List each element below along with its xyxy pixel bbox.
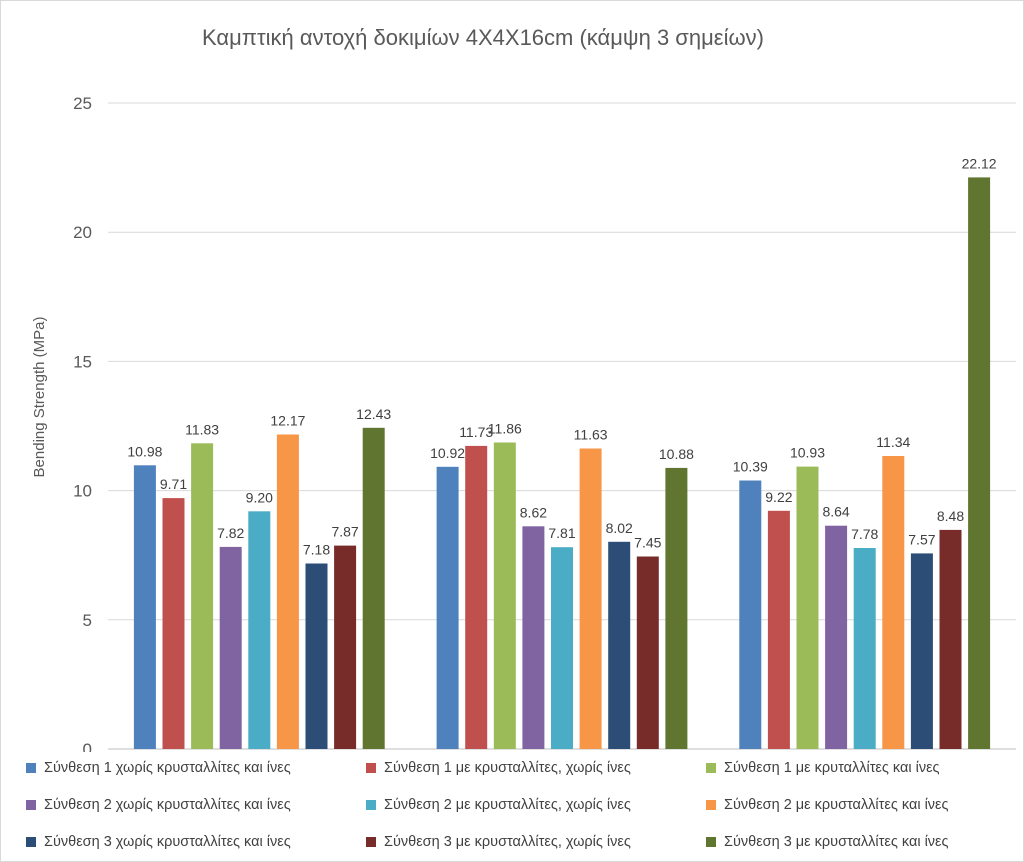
legend-item: Σύνθεση 2 με κρυσταλλίτες και ίνες: [706, 794, 1006, 816]
legend-label: Σύνθεση 1 με κρυταλλίτες και ίνες: [724, 760, 940, 776]
legend-item: Σύνθεση 2 με κρυσταλλίτες, χωρίς ίνες: [366, 794, 706, 816]
bar: [665, 467, 688, 749]
data-label: 9.22: [765, 489, 792, 505]
data-label: 11.34: [876, 434, 910, 450]
legend-item: Σύνθεση 1 χωρίς κρυσταλλίτες και ίνες: [26, 757, 366, 779]
legend-item: Σύνθεση 3 χωρίς κρυσταλλίτες και ίνες: [26, 831, 366, 853]
data-label: 8.64: [822, 504, 849, 520]
data-label: 7.45: [634, 535, 661, 551]
data-label: 12.43: [356, 406, 391, 422]
legend-label: Σύνθεση 1 με κρυσταλλίτες, χωρίς ίνες: [384, 760, 631, 776]
bar: [436, 466, 459, 749]
data-label: 9.71: [160, 476, 187, 492]
bar: [796, 466, 819, 749]
data-label: 10.39: [733, 459, 768, 475]
bar: [522, 526, 545, 749]
data-label: 7.18: [303, 542, 330, 558]
legend-label: Σύνθεση 1 χωρίς κρυσταλλίτες και ίνες: [44, 760, 291, 776]
bar: [334, 545, 357, 749]
data-label: 11.86: [488, 421, 522, 437]
bar: [608, 541, 631, 749]
data-label: 10.92: [430, 445, 465, 461]
data-label: 8.62: [520, 504, 547, 520]
legend-swatch: [366, 837, 376, 847]
data-label: 9.20: [246, 489, 273, 505]
legend-label: Σύνθεση 3 με κρυσταλλίτες και ίνες: [724, 834, 949, 850]
bar: [305, 563, 328, 749]
bar: [133, 465, 156, 749]
legend-label: Σύνθεση 3 χωρίς κρυσταλλίτες και ίνες: [44, 834, 291, 850]
bar: [248, 511, 271, 749]
legend-swatch: [26, 763, 36, 773]
data-label: 12.17: [270, 413, 305, 429]
bar-chart: Καμπτική αντοχή δοκιμίων 4Χ4Χ16cm (κάμψη…: [31, 25, 1016, 752]
y-tick-labels: 0 5 10 15 20 25: [73, 94, 92, 752]
data-label: 7.87: [331, 524, 358, 540]
bar: [219, 546, 242, 749]
bar: [939, 529, 962, 749]
data-label: 22.12: [962, 155, 997, 171]
bar: [767, 510, 790, 749]
y-tick-label: 0: [83, 740, 92, 752]
bar: [739, 480, 762, 749]
legend-item: Σύνθεση 3 με κρυσταλλίτες και ίνες: [706, 831, 1006, 853]
data-label: 7.78: [851, 526, 878, 542]
legend-swatch: [706, 800, 716, 810]
legend-label: Σύνθεση 3 με κρυσταλλίτες, χωρίς ίνες: [384, 834, 631, 850]
legend-swatch: [26, 837, 36, 847]
y-tick-label: 20: [73, 223, 92, 242]
bar: [968, 177, 991, 749]
data-label: 8.48: [937, 508, 964, 524]
bar: [853, 548, 876, 749]
data-label: 10.93: [790, 445, 825, 461]
bar: [362, 427, 385, 749]
legend-item: Σύνθεση 1 με κρυταλλίτες και ίνες: [706, 757, 1006, 779]
data-label: 10.88: [659, 446, 694, 462]
legend-swatch: [366, 800, 376, 810]
legend-label: Σύνθεση 2 χωρίς κρυσταλλίτες και ίνες: [44, 797, 291, 813]
legend-swatch: [366, 763, 376, 773]
y-tick-label: 10: [73, 482, 92, 501]
bar: [551, 547, 573, 749]
legend-swatch: [706, 763, 716, 773]
legend-swatch: [706, 837, 716, 847]
bar: [579, 448, 602, 749]
data-label: 11.83: [185, 421, 219, 437]
bar: [493, 442, 516, 749]
legend-item: Σύνθεση 2 χωρίς κρυσταλλίτες και ίνες: [26, 794, 366, 816]
bars: [133, 177, 991, 749]
data-label: 7.57: [908, 531, 935, 547]
legend-swatch: [26, 800, 36, 810]
bar: [910, 553, 933, 749]
bar: [191, 443, 214, 749]
data-label: 11.73: [459, 424, 493, 440]
y-axis-label: Bending Strength (MPa): [31, 317, 48, 478]
bar: [825, 525, 848, 749]
bar: [162, 498, 185, 749]
legend: Σύνθεση 1 χωρίς κρυσταλλίτες και ίνες Σύν…: [26, 757, 1016, 853]
data-label: 10.98: [127, 443, 162, 459]
data-label: 8.02: [606, 520, 633, 536]
data-labels: 10.98 9.71 11.83 7.82 9.20 12.17 7.187.87 12.43…: [127, 155, 996, 557]
legend-label: Σύνθεση 2 με κρυσταλλίτες, χωρίς ίνες: [384, 797, 631, 813]
legend-item: Σύνθεση 3 με κρυσταλλίτες, χωρίς ίνες: [366, 831, 706, 853]
bar: [465, 445, 488, 749]
y-tick-label: 15: [73, 352, 92, 371]
legend-label: Σύνθεση 2 με κρυσταλλίτες και ίνες: [724, 797, 949, 813]
bar: [276, 434, 299, 749]
bar: [882, 456, 905, 749]
data-label: 11.63: [574, 427, 608, 443]
y-tick-label: 5: [83, 611, 92, 630]
legend-item: Σύνθεση 1 με κρυσταλλίτες, χωρίς ίνες: [366, 757, 706, 779]
data-label: 7.82: [217, 525, 244, 541]
bar: [636, 556, 659, 749]
y-tick-label: 25: [73, 94, 92, 113]
data-label: 7.81: [548, 525, 575, 541]
chart-title: Καμπτική αντοχή δοκιμίων 4Χ4Χ16cm (κάμψη…: [202, 25, 764, 50]
